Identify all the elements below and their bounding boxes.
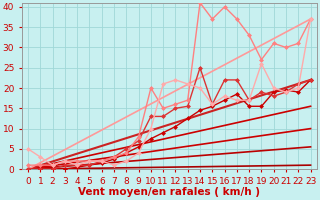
- X-axis label: Vent moyen/en rafales ( km/h ): Vent moyen/en rafales ( km/h ): [78, 187, 260, 197]
